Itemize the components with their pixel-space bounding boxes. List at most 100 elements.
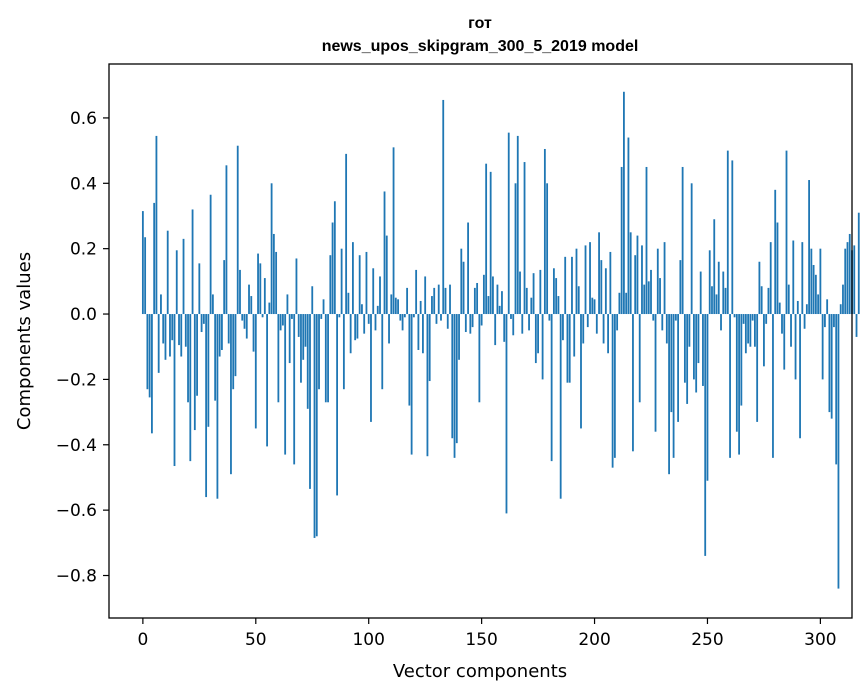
- bar: [419, 300, 422, 315]
- bar: [783, 314, 786, 370]
- bar: [503, 314, 506, 342]
- bar: [473, 287, 476, 315]
- bar: [767, 287, 770, 315]
- bar: [580, 314, 582, 429]
- bar: [695, 314, 698, 393]
- bar: [433, 287, 436, 315]
- bar: [702, 314, 704, 386]
- bar: [817, 294, 820, 315]
- bar: [616, 314, 619, 331]
- bar: [462, 261, 465, 315]
- bar: [266, 314, 268, 447]
- bar: [223, 260, 226, 315]
- bar: [444, 287, 447, 315]
- bar: [668, 314, 670, 475]
- bar: [148, 314, 151, 398]
- bar: [175, 250, 178, 315]
- bar: [543, 148, 546, 315]
- bar: [388, 314, 390, 344]
- bar: [367, 314, 370, 324]
- bar: [774, 189, 777, 315]
- bar: [808, 180, 810, 315]
- bar: [216, 314, 219, 499]
- bar: [541, 314, 544, 380]
- bar: [383, 191, 386, 315]
- bar: [566, 314, 569, 383]
- bar: [243, 314, 246, 329]
- bar: [471, 314, 474, 328]
- bar: [295, 258, 298, 315]
- y-tick-label: 0.0: [70, 305, 97, 325]
- bar: [284, 314, 287, 455]
- bar: [342, 314, 345, 390]
- y-tick-label: −0.2: [56, 370, 97, 390]
- bar: [607, 314, 609, 354]
- bar: [464, 314, 467, 333]
- bar: [512, 314, 515, 336]
- bar: [245, 314, 248, 339]
- bar: [261, 314, 264, 318]
- bar: [166, 230, 169, 315]
- bar: [141, 211, 144, 315]
- bar: [331, 222, 334, 315]
- bar: [634, 255, 637, 315]
- bar: [598, 232, 600, 315]
- bar: [632, 314, 634, 452]
- bar: [374, 314, 377, 331]
- y-tick-label: 0.6: [70, 109, 97, 129]
- bar: [550, 314, 553, 462]
- bar: [281, 314, 284, 326]
- bar: [708, 250, 711, 315]
- bar: [589, 242, 591, 315]
- bar: [451, 314, 454, 439]
- bar: [758, 261, 761, 315]
- x-tick-label: 100: [352, 630, 384, 650]
- bar: [693, 314, 695, 380]
- bar: [514, 183, 517, 315]
- bar: [552, 268, 555, 315]
- bar: [254, 314, 257, 429]
- bar: [239, 269, 241, 315]
- bar: [440, 314, 442, 321]
- bar: [324, 314, 327, 403]
- bar: [821, 314, 824, 380]
- bar: [482, 274, 485, 315]
- bar: [469, 314, 472, 334]
- bar: [826, 299, 829, 315]
- bar: [586, 314, 589, 328]
- bar: [611, 314, 614, 468]
- bar: [683, 314, 686, 383]
- bar: [699, 271, 702, 315]
- bar: [573, 314, 576, 357]
- bar: [162, 314, 165, 344]
- bar: [428, 314, 431, 382]
- bar: [370, 314, 372, 422]
- bar: [218, 314, 221, 357]
- bar: [178, 314, 180, 346]
- bar: [338, 314, 341, 318]
- bar: [785, 150, 788, 315]
- bar: [306, 314, 309, 409]
- bar: [209, 194, 212, 315]
- bar: [711, 286, 713, 315]
- bar: [422, 314, 424, 354]
- y-tick-label: −0.4: [56, 436, 97, 456]
- bar: [618, 292, 621, 315]
- bar: [214, 314, 217, 401]
- bar: [559, 314, 562, 499]
- bar: [268, 302, 271, 315]
- bar: [835, 314, 838, 465]
- bar: [629, 232, 632, 315]
- bar: [327, 314, 329, 403]
- bar: [460, 248, 463, 315]
- bar: [525, 287, 528, 315]
- bar: [749, 314, 752, 347]
- bar: [494, 314, 497, 346]
- bar: [478, 314, 481, 403]
- bar: [426, 314, 429, 457]
- bar: [539, 269, 542, 315]
- bar: [455, 314, 458, 444]
- bar: [638, 314, 641, 403]
- bar: [446, 314, 449, 329]
- bar: [279, 314, 282, 331]
